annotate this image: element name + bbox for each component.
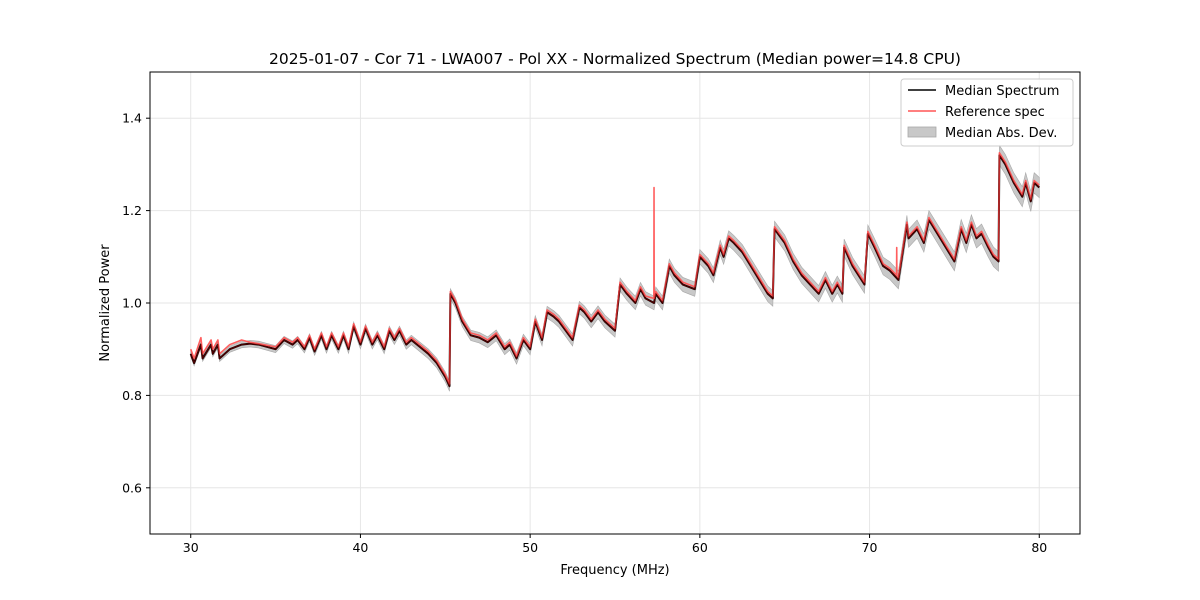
y-tick-label: 1.0 — [122, 296, 142, 311]
mad-band-layer — [190, 144, 1040, 392]
grid-lines — [150, 72, 1080, 534]
x-tick-label: 60 — [692, 540, 708, 555]
legend: Median Spectrum Reference spec Median Ab… — [900, 78, 1074, 147]
median-spectrum-line — [189, 154, 1040, 388]
x-tick-label: 30 — [183, 540, 199, 555]
x-axis-ticks: 30 40 50 60 70 80 — [183, 534, 1047, 555]
overlap-shade-line — [190, 154, 1040, 387]
series-lines-layer — [189, 152, 1040, 388]
mad-band — [190, 144, 1040, 392]
y-axis-ticks: 0.6 0.8 1.0 1.2 1.4 — [122, 111, 150, 495]
x-tick-label: 40 — [352, 540, 368, 555]
y-axis-label: Normalized Power — [98, 244, 113, 362]
y-tick-label: 0.8 — [122, 388, 142, 403]
reference-spec-line — [189, 152, 1040, 385]
legend-median-label: Median Spectrum — [945, 84, 1059, 99]
legend-mad-label: Median Abs. Dev. — [945, 126, 1057, 141]
y-tick-label: 1.4 — [122, 111, 142, 126]
x-tick-label: 80 — [1031, 540, 1047, 555]
x-tick-label: 70 — [862, 540, 878, 555]
y-tick-label: 0.6 — [122, 480, 142, 495]
y-tick-label: 1.2 — [122, 203, 142, 218]
legend-mad-swatch — [907, 126, 937, 138]
chart-title: 2025-01-07 - Cor 71 - LWA007 - Pol XX - … — [269, 50, 961, 68]
legend-reference-label: Reference spec — [945, 105, 1045, 120]
x-tick-label: 50 — [522, 540, 538, 555]
x-axis-label: Frequency (MHz) — [560, 563, 669, 578]
legend-box — [900, 78, 1074, 147]
